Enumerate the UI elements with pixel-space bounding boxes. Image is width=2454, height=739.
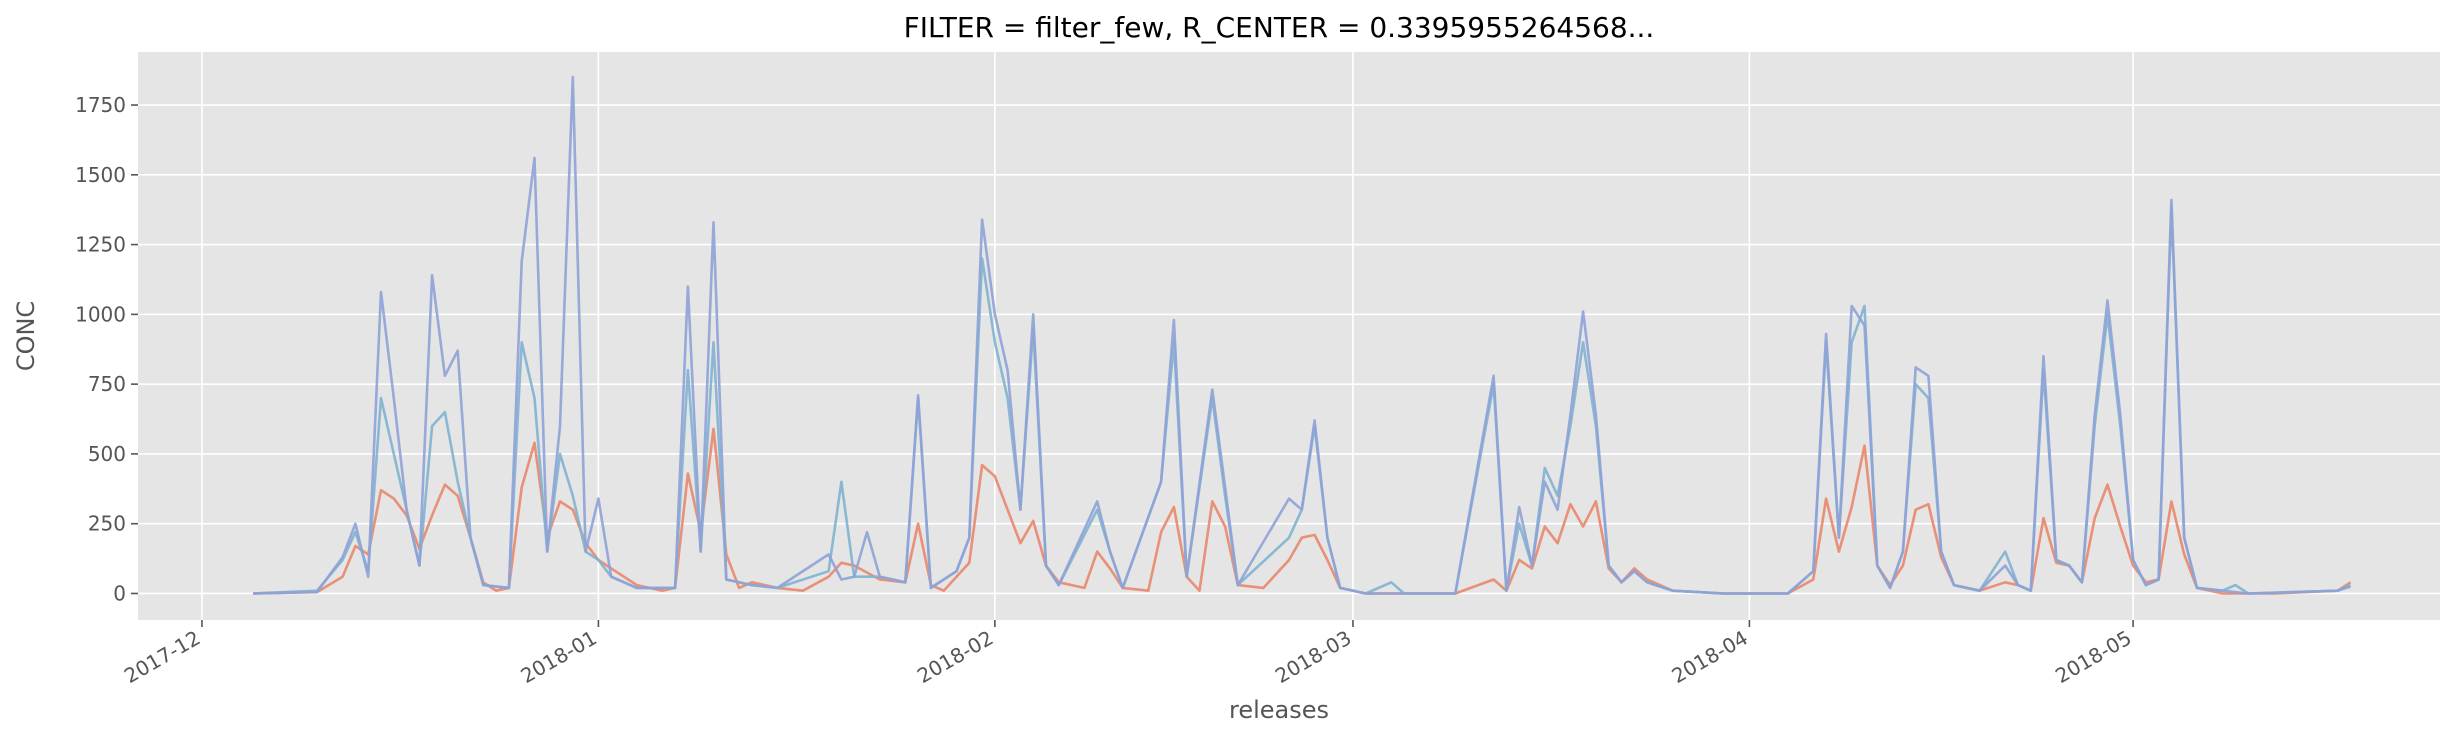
x-tick-label: 2018-03	[1271, 626, 1355, 689]
plot-area	[138, 52, 2440, 620]
series-group	[253, 75, 2352, 595]
y-tick-label: 0	[113, 581, 126, 605]
x-tick-label: 2018-01	[517, 626, 601, 689]
x-tick-label: 2018-04	[1668, 626, 1752, 689]
y-axis-ticks: 0 250 500 750 1000 1250 1500 1750	[75, 93, 138, 605]
y-tick-label: 1000	[75, 302, 126, 326]
y-axis-label: CONC	[12, 301, 40, 371]
chart-title: FILTER = filter_few, R_CENTER = 0.339595…	[904, 11, 1655, 44]
x-axis-ticks: 2017-12 2018-01 2018-02 2018-03 2018-04 2018-…	[120, 620, 2136, 688]
x-tick-label: 2017-12	[120, 626, 204, 689]
y-tick-label: 1500	[75, 163, 126, 187]
series-line-1	[253, 427, 2352, 595]
y-tick-label: 1750	[75, 93, 126, 117]
x-axis-label: releases	[1229, 696, 1329, 724]
y-tick-label: 500	[88, 442, 126, 466]
y-tick-label: 250	[88, 512, 126, 536]
x-tick-label: 2018-02	[913, 626, 997, 689]
y-tick-label: 750	[88, 372, 126, 396]
series-line-3	[253, 75, 2351, 595]
y-tick-label: 1250	[75, 233, 126, 257]
x-tick-label: 2018-05	[2051, 626, 2135, 689]
